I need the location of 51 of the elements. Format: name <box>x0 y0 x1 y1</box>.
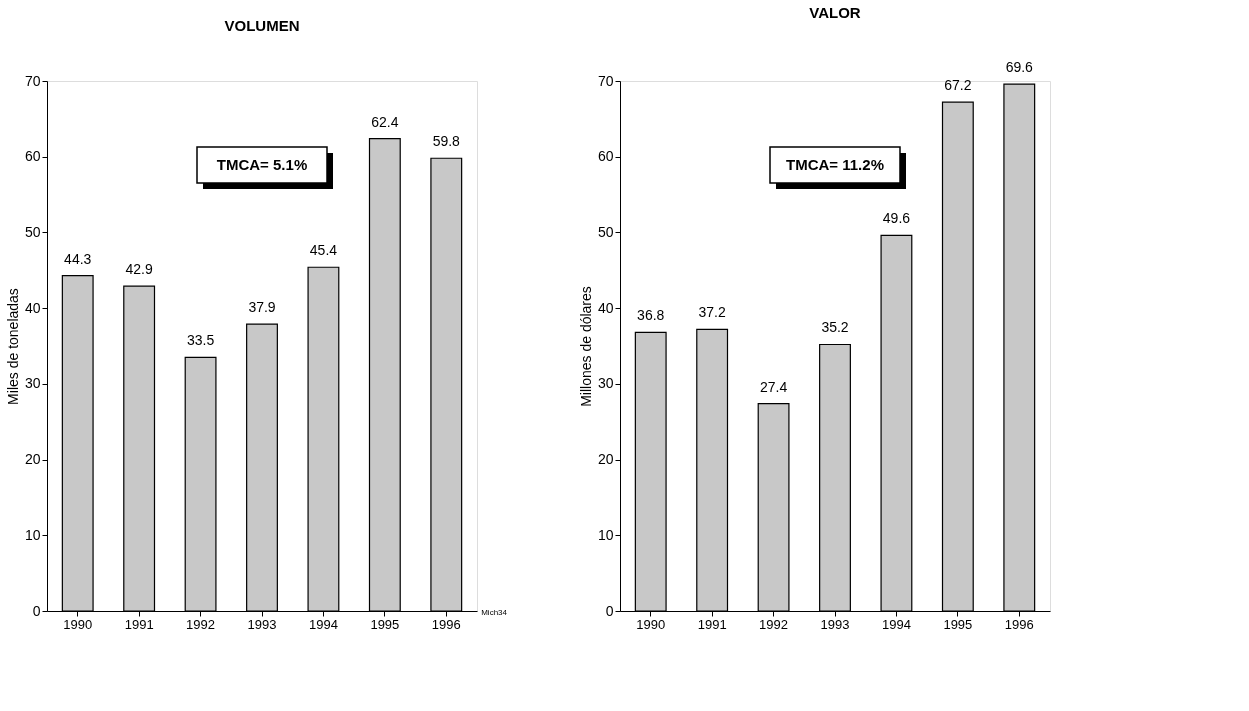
y-tick-label: 0 <box>32 602 41 619</box>
y-tick-label: 50 <box>597 223 614 240</box>
data-label: 37.9 <box>248 299 276 316</box>
x-tick-label: 1993 <box>247 616 277 632</box>
text: Mich34 <box>481 608 508 617</box>
x-tick-label: 1996 <box>1004 616 1034 632</box>
data-label: 67.2 <box>944 77 972 94</box>
data-label: 36.8 <box>637 307 665 324</box>
data-label: 59.8 <box>432 133 461 150</box>
data-label: 33.5 <box>186 332 215 349</box>
x-tick-label: 1995 <box>943 616 973 632</box>
data-label: 35.2 <box>821 319 849 336</box>
x-tick-label: 1991 <box>697 616 727 632</box>
y-tick-label: 20 <box>24 451 41 468</box>
x-tick-label: 1996 <box>431 616 461 632</box>
data-label: 44.3 <box>64 250 92 267</box>
x-tick-label: 1992 <box>186 616 216 632</box>
y-tick-label: 30 <box>597 375 614 392</box>
data-label: 69.6 <box>1005 59 1034 76</box>
annotation: TMCA= 11.2% <box>786 156 884 173</box>
y-tick-label: 70 <box>597 72 614 89</box>
y-tick-label: 40 <box>597 299 614 316</box>
x-tick-label: 1990 <box>63 616 93 632</box>
y-tick-label: 30 <box>24 375 41 392</box>
x-tick-label: 1991 <box>124 616 154 632</box>
y-tick-label: 50 <box>24 223 41 240</box>
data-label: 62.4 <box>371 113 399 130</box>
x-tick-label: 1995 <box>370 616 400 632</box>
y-tick-label: 60 <box>24 148 41 165</box>
y-tick-label: 60 <box>597 148 614 165</box>
y-axis-title: Miles de toneladas <box>4 288 21 405</box>
x-tick-label: 1994 <box>308 616 338 632</box>
data-label: 37.2 <box>698 304 726 321</box>
chart-title: VOLUMEN <box>224 17 300 34</box>
annotation: TMCA= 5.1% <box>216 156 308 173</box>
data-label: 42.9 <box>125 261 153 278</box>
data-label: 27.4 <box>759 378 788 395</box>
data-label: 45.4 <box>309 242 338 259</box>
y-tick-label: 10 <box>24 526 41 543</box>
y-tick-label: 20 <box>597 451 614 468</box>
y-tick-label: 10 <box>597 526 614 543</box>
data-label: 49.6 <box>882 210 911 227</box>
y-tick-label: 40 <box>24 299 41 316</box>
x-tick-label: 1990 <box>636 616 666 632</box>
y-axis-title: Millones de dólares <box>577 286 594 407</box>
y-tick-label: 70 <box>24 72 41 89</box>
x-tick-label: 1993 <box>820 616 850 632</box>
x-tick-label: 1992 <box>759 616 789 632</box>
y-tick-label: 0 <box>605 602 614 619</box>
chart-title: VALOR <box>809 4 861 22</box>
x-tick-label: 1994 <box>881 616 911 632</box>
